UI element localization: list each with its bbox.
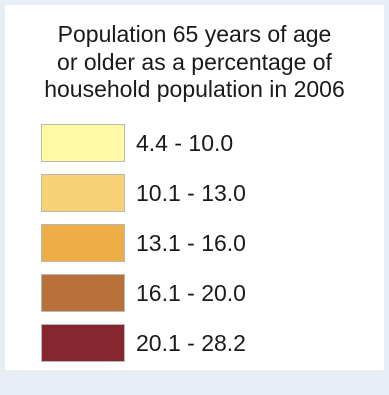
legend-label-3: 13.1 - 16.0 — [136, 230, 246, 256]
legend-swatch-5 — [41, 324, 125, 362]
legend-title-line-3: household population in 2006 — [44, 76, 345, 102]
legend-label-2: 10.1 - 13.0 — [136, 180, 246, 206]
legend-title: Population 65 years of age or older as a… — [5, 21, 384, 104]
legend-title-line-1: Population 65 years of age — [57, 21, 332, 47]
legend-swatch-4 — [41, 274, 125, 312]
legend-panel: Population 65 years of age or older as a… — [5, 5, 384, 370]
legend-label-1: 4.4 - 10.0 — [136, 130, 234, 156]
legend-swatch-1 — [41, 124, 125, 162]
legend-label-4: 16.1 - 20.0 — [136, 280, 246, 306]
legend-swatch-3 — [41, 224, 125, 262]
legend-swatch-2 — [41, 174, 125, 212]
legend-label-5: 20.1 - 28.2 — [136, 330, 246, 356]
legend-title-line-2: or older as a percentage of — [57, 48, 332, 75]
